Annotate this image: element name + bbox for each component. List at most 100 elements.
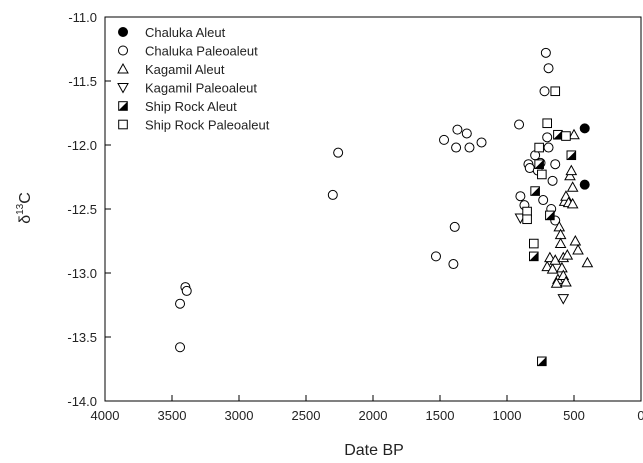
data-point xyxy=(515,191,526,202)
data-point xyxy=(569,234,582,246)
data-point xyxy=(439,134,450,145)
data-point xyxy=(534,159,544,169)
data-point xyxy=(542,132,553,143)
data-point xyxy=(550,277,563,288)
y-tick-label: -12.5 xyxy=(67,202,97,217)
y-axis-title: δ13C xyxy=(15,192,34,224)
series-5 xyxy=(522,86,571,249)
data-point xyxy=(461,128,472,139)
data-point xyxy=(538,195,549,206)
series-0 xyxy=(579,123,590,190)
data-point xyxy=(561,131,571,141)
x-tick-label: 2500 xyxy=(292,408,321,423)
data-point xyxy=(566,181,579,192)
x-tick-label: 1000 xyxy=(493,408,522,423)
legend-marker xyxy=(118,27,128,37)
data-point xyxy=(572,243,584,255)
data-point xyxy=(522,214,532,225)
data-point xyxy=(181,285,192,296)
data-point xyxy=(568,128,580,140)
data-points xyxy=(175,47,594,367)
data-point xyxy=(550,159,561,170)
data-point xyxy=(579,179,590,190)
x-tick-label: 3500 xyxy=(158,408,187,423)
legend-item: Kagamil Paleoaleut xyxy=(117,81,257,96)
data-point xyxy=(546,263,559,274)
data-point xyxy=(553,129,563,140)
data-point xyxy=(430,251,441,262)
data-point xyxy=(175,342,186,353)
data-point xyxy=(333,147,344,158)
data-point xyxy=(543,63,554,74)
tick-marks: 4000 3500 3000 2500 2000 1500 1000 500 0 -11.0 -11… xyxy=(67,10,643,423)
series-2 xyxy=(541,128,594,288)
data-point xyxy=(581,256,594,268)
data-point xyxy=(557,294,570,305)
data-point xyxy=(566,197,579,209)
legend-item: Ship Rock Aleut xyxy=(118,99,237,114)
data-point xyxy=(529,251,539,262)
legend-marker xyxy=(118,101,128,111)
x-axis-title: Date BP xyxy=(344,442,404,459)
data-point xyxy=(543,142,554,153)
data-point xyxy=(550,86,561,97)
y-tick-label: -12.0 xyxy=(67,138,97,153)
y-tick-label: -11.0 xyxy=(68,10,97,25)
data-point xyxy=(566,150,577,161)
data-point xyxy=(537,169,547,180)
data-point xyxy=(554,237,567,249)
legend-label: Chaluka Aleut xyxy=(145,25,226,40)
data-point xyxy=(534,142,544,153)
legend-item: Ship Rock Paleoaleut xyxy=(118,118,270,133)
x-tick-label: 4000 xyxy=(91,408,120,423)
legend-item: Kagamil Aleut xyxy=(117,62,225,77)
data-point xyxy=(449,221,460,232)
data-point xyxy=(542,118,553,129)
data-point xyxy=(452,124,463,135)
data-point xyxy=(464,142,475,153)
data-point xyxy=(448,259,459,270)
legend-label: Chaluka Paleoaleut xyxy=(145,44,258,59)
data-point xyxy=(451,142,462,153)
legend-marker xyxy=(118,119,128,130)
legend: Chaluka Aleut Chaluka Paleoaleut Kagamil A… xyxy=(117,25,270,133)
legend-marker xyxy=(117,83,129,94)
data-point xyxy=(547,175,558,186)
x-tick-label: 0 xyxy=(637,408,643,423)
data-point xyxy=(327,189,338,200)
data-point xyxy=(539,86,550,97)
data-point xyxy=(476,137,487,148)
y-tick-label: -13.0 xyxy=(67,266,97,281)
series-4 xyxy=(529,129,577,367)
legend-label: Kagamil Aleut xyxy=(145,62,225,77)
data-point xyxy=(175,298,186,309)
legend-item: Chaluka Aleut xyxy=(118,25,226,40)
x-tick-label: 3000 xyxy=(225,408,254,423)
data-point xyxy=(564,169,576,181)
legend-item: Chaluka Paleoaleut xyxy=(118,44,258,59)
legend-label: Ship Rock Paleoaleut xyxy=(145,118,270,133)
data-point xyxy=(560,275,572,287)
legend-marker xyxy=(117,62,129,74)
data-point xyxy=(514,119,525,130)
legend-label: Ship Rock Aleut xyxy=(145,99,237,114)
data-point xyxy=(540,47,551,58)
data-point xyxy=(530,186,540,196)
x-tick-label: 500 xyxy=(563,408,585,423)
series-1 xyxy=(175,47,561,353)
data-point xyxy=(553,220,566,232)
data-point xyxy=(537,356,547,367)
x-tick-label: 1500 xyxy=(426,408,455,423)
data-point xyxy=(565,164,578,176)
data-point xyxy=(529,238,539,249)
data-point xyxy=(545,210,555,221)
data-point xyxy=(556,261,568,273)
y-tick-label: -13.5 xyxy=(67,330,97,345)
data-point xyxy=(579,123,590,134)
y-tick-label: -14.0 xyxy=(67,394,97,409)
x-tick-label: 2000 xyxy=(359,408,388,423)
legend-marker xyxy=(118,45,128,56)
data-point xyxy=(561,249,574,260)
legend-label: Kagamil Paleoaleut xyxy=(145,81,257,96)
